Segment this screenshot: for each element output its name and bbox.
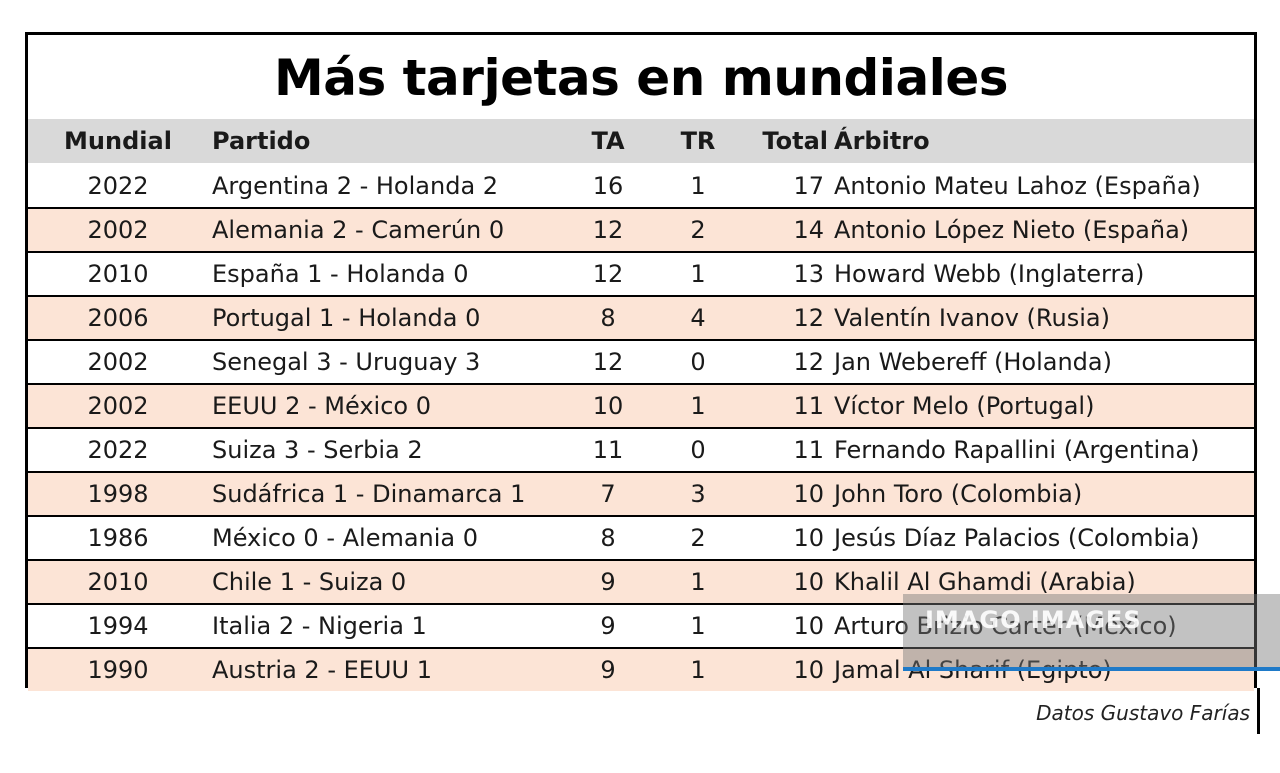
cell-ta: 8 — [568, 515, 648, 560]
watermark-bar — [903, 667, 1280, 671]
table-body: 2022 Argentina 2 - Holanda 2 16 1 17 Antonio … — [28, 163, 1254, 691]
cell-ta: 12 — [568, 251, 648, 296]
cell-tr: 1 — [648, 559, 748, 604]
cards-table: Mundial Partido TA TR Total Árbitro 2022… — [28, 119, 1254, 691]
cell-partido: Austria 2 - EEUU 1 — [208, 647, 568, 691]
header-tr: TR — [648, 119, 748, 165]
cell-arbitro: Arturo Brizio Carter (México) — [828, 603, 1254, 648]
table-row: 2022 Argentina 2 - Holanda 2 16 1 17 Antonio … — [28, 163, 1254, 208]
table-row: 2002 Alemania 2 - Camerún 0 12 2 14 Antonio L… — [28, 207, 1254, 252]
header-partido: Partido — [208, 119, 568, 165]
cell-total: 13 — [748, 251, 828, 296]
cell-partido: Sudáfrica 1 - Dinamarca 1 — [208, 471, 568, 516]
cell-ta: 8 — [568, 295, 648, 340]
cell-total: 12 — [748, 339, 828, 384]
header-arbitro: Árbitro — [828, 119, 1254, 165]
cell-arbitro: Howard Webb (Inglaterra) — [828, 251, 1254, 296]
cell-total: 10 — [748, 471, 828, 516]
cell-mundial: 2010 — [28, 251, 208, 296]
cell-partido: Alemania 2 - Camerún 0 — [208, 207, 568, 252]
cell-ta: 7 — [568, 471, 648, 516]
cell-arbitro: Antonio López Nieto (España) — [828, 207, 1254, 252]
watermark-overlay — [903, 594, 1280, 670]
cell-tr: 4 — [648, 295, 748, 340]
cell-ta: 9 — [568, 603, 648, 648]
cell-mundial: 1998 — [28, 471, 208, 516]
cell-partido: Senegal 3 - Uruguay 3 — [208, 339, 568, 384]
cell-arbitro: Khalil Al Ghamdi (Arabia) — [828, 559, 1254, 604]
cell-tr: 0 — [648, 339, 748, 384]
cell-total: 14 — [748, 207, 828, 252]
cell-total: 11 — [748, 427, 828, 472]
table-row: 2022 Suiza 3 - Serbia 2 11 0 11 Fernando Rapa… — [28, 427, 1254, 472]
table-row: 2002 EEUU 2 - México 0 10 1 11 Víctor Melo (P… — [28, 383, 1254, 428]
cell-tr: 3 — [648, 471, 748, 516]
cell-arbitro: Antonio Mateu Lahoz (España) — [828, 163, 1254, 208]
cell-arbitro: Fernando Rapallini (Argentina) — [828, 427, 1254, 472]
cell-total: 10 — [748, 647, 828, 691]
cell-partido: México 0 - Alemania 0 — [208, 515, 568, 560]
cell-total: 10 — [748, 515, 828, 560]
cell-partido: EEUU 2 - México 0 — [208, 383, 568, 428]
cell-arbitro: John Toro (Colombia) — [828, 471, 1254, 516]
cell-mundial: 2010 — [28, 559, 208, 604]
source-divider — [1257, 688, 1260, 734]
cell-mundial: 2002 — [28, 339, 208, 384]
cell-total: 11 — [748, 383, 828, 428]
cell-ta: 10 — [568, 383, 648, 428]
cell-ta: 9 — [568, 559, 648, 604]
cell-tr: 1 — [648, 383, 748, 428]
table-frame: Más tarjetas en mundiales Mundial Partid… — [25, 32, 1257, 691]
table-row: 1986 México 0 - Alemania 0 8 2 10 Jesús Díaz … — [28, 515, 1254, 560]
cell-arbitro: Víctor Melo (Portugal) — [828, 383, 1254, 428]
header-mundial: Mundial — [28, 119, 208, 165]
cell-partido: Chile 1 - Suiza 0 — [208, 559, 568, 604]
header-total: Total — [748, 119, 828, 165]
cell-mundial: 2022 — [28, 163, 208, 208]
cell-partido: Italia 2 - Nigeria 1 — [208, 603, 568, 648]
cell-total: 10 — [748, 603, 828, 648]
cell-mundial: 2006 — [28, 295, 208, 340]
cell-partido: Portugal 1 - Holanda 0 — [208, 295, 568, 340]
cell-partido: Suiza 3 - Serbia 2 — [208, 427, 568, 472]
cell-ta: 12 — [568, 207, 648, 252]
cell-mundial: 1986 — [28, 515, 208, 560]
page-title: Más tarjetas en mundiales — [273, 49, 1009, 107]
table-row: 2002 Senegal 3 - Uruguay 3 12 0 12 Jan Webere… — [28, 339, 1254, 384]
table-row: 1998 Sudáfrica 1 - Dinamarca 1 7 3 10 John To… — [28, 471, 1254, 516]
cell-mundial: 1990 — [28, 647, 208, 691]
cell-mundial: 1994 — [28, 603, 208, 648]
watermark-logo: IMAGO IMAGES — [925, 606, 1142, 634]
cell-ta: 12 — [568, 339, 648, 384]
cell-arbitro: Valentín Ivanov (Rusia) — [828, 295, 1254, 340]
table-row: 2010 España 1 - Holanda 0 12 1 13 Howard Webb… — [28, 251, 1254, 296]
table-row: 2006 Portugal 1 - Holanda 0 8 4 12 Valentín I… — [28, 295, 1254, 340]
source-note: Datos Gustavo Farías — [1036, 701, 1250, 725]
cell-partido: Argentina 2 - Holanda 2 — [208, 163, 568, 208]
cell-tr: 2 — [648, 207, 748, 252]
header-ta: TA — [568, 119, 648, 165]
cell-tr: 1 — [648, 647, 748, 691]
cell-partido: España 1 - Holanda 0 — [208, 251, 568, 296]
cell-tr: 0 — [648, 427, 748, 472]
cell-tr: 2 — [648, 515, 748, 560]
cell-tr: 1 — [648, 163, 748, 208]
cell-tr: 1 — [648, 251, 748, 296]
cell-ta: 16 — [568, 163, 648, 208]
cell-tr: 1 — [648, 603, 748, 648]
cell-total: 12 — [748, 295, 828, 340]
table-header-row: Mundial Partido TA TR Total Árbitro — [28, 119, 1254, 165]
table-row: 2010 Chile 1 - Suiza 0 9 1 10 Khalil Al Ghamd… — [28, 559, 1254, 604]
cell-ta: 11 — [568, 427, 648, 472]
cell-mundial: 2002 — [28, 383, 208, 428]
cell-total: 10 — [748, 559, 828, 604]
cell-mundial: 2022 — [28, 427, 208, 472]
cell-mundial: 2002 — [28, 207, 208, 252]
cell-arbitro: Jan Webereff (Holanda) — [828, 339, 1254, 384]
cell-ta: 9 — [568, 647, 648, 691]
cell-total: 17 — [748, 163, 828, 208]
table-row: 1994 Italia 2 - Nigeria 1 9 1 10 Arturo Brizi… — [28, 603, 1254, 648]
cell-arbitro: Jesús Díaz Palacios (Colombia) — [828, 515, 1254, 560]
